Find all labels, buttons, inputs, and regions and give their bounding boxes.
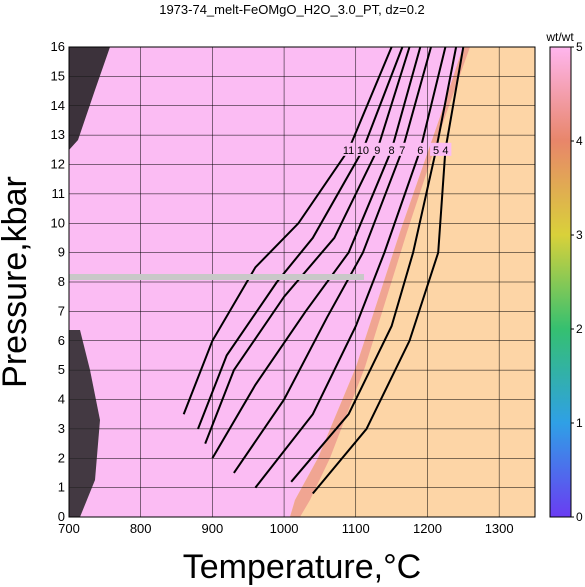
contour-6	[254, 46, 447, 489]
x-tick-label: 1100	[342, 521, 370, 536]
contour-label-5: 5	[433, 145, 439, 157]
contour-label-6: 6	[417, 145, 423, 157]
y-tick-label: 14	[51, 98, 65, 113]
contour-label-bg	[371, 142, 384, 156]
contour-label-4: 4	[442, 145, 448, 157]
x-tick-label: 800	[130, 521, 152, 536]
colorbar-tick-label: 5	[576, 40, 583, 54]
colorbar-tick-label: 2	[576, 322, 583, 336]
colorbar-tick-label: 0	[576, 510, 583, 524]
y-tick-label: 16	[51, 39, 65, 54]
y-tick-label: 15	[51, 68, 65, 83]
y-axis-label: Pressure,kbar	[0, 176, 34, 388]
contour-9	[204, 46, 411, 444]
chart-title: 1973-74_melt-FeOMgO_H2O_3.0_PT, dz=0.2	[159, 2, 425, 17]
contour-11	[182, 46, 393, 415]
contour-label-bg	[385, 142, 398, 156]
y-tick-label: 11	[52, 186, 66, 201]
colorbar-tick-label: 4	[576, 134, 583, 148]
x-tick-label: 700	[58, 521, 80, 536]
contour-4	[312, 46, 465, 495]
gray-band	[69, 274, 364, 280]
contour-label-bg	[356, 142, 369, 156]
contour-10	[197, 46, 404, 430]
colorbar-tick-label: 1	[576, 416, 583, 430]
colorbar-bar	[549, 46, 572, 518]
x-axis: 700 800 900 1000 1100 1200 1300	[58, 521, 513, 536]
y-tick-label: 8	[58, 274, 65, 289]
x-tick-label: 1200	[413, 521, 442, 536]
contour-label-8: 8	[389, 145, 395, 157]
contour-label-bg	[414, 142, 427, 156]
x-axis-label: Temperature,°C	[183, 548, 421, 586]
y-tick-label: 7	[58, 303, 65, 318]
contour-5	[290, 46, 458, 483]
low-temp-dark-region	[69, 47, 110, 150]
y-tick-label: 10	[51, 215, 65, 230]
x-tick-label: 1300	[485, 521, 514, 536]
low-temp-dark-region-2	[69, 330, 100, 517]
contour-8	[211, 46, 422, 459]
y-tick-label: 12	[51, 157, 65, 172]
y-tick-label: 4	[58, 392, 65, 407]
colorbar-label: wt/wt	[545, 30, 574, 44]
y-tick-label: 1	[58, 480, 65, 495]
x-tick-label: 900	[202, 521, 224, 536]
contour-label-bg	[396, 142, 409, 156]
x-tick-label: 1000	[270, 521, 299, 536]
y-tick-label: 6	[58, 333, 65, 348]
y-tick-label: 13	[51, 127, 65, 142]
contour-7	[233, 46, 432, 474]
contour-label-11: 11	[343, 145, 354, 157]
contour-label-7: 7	[399, 145, 405, 157]
colorbar-tick-label: 3	[576, 228, 583, 242]
contour-label-bg	[430, 142, 443, 156]
y-tick-label: 0	[58, 509, 65, 524]
y-tick-label: 2	[58, 450, 65, 465]
contour-label-9: 9	[374, 145, 380, 157]
y-tick-label: 3	[58, 421, 65, 436]
y-tick-label: 5	[58, 362, 65, 377]
contour-label-10: 10	[357, 145, 369, 157]
y-tick-label: 9	[58, 245, 65, 260]
contour-label-bg	[342, 142, 355, 156]
colorbar: wt/wt 0 1 2 3 4 5	[545, 30, 583, 524]
colorbar-ticks: 0 1 2 3 4 5	[571, 40, 583, 524]
contour-label-bg	[439, 142, 452, 156]
plot-frame	[68, 46, 536, 518]
